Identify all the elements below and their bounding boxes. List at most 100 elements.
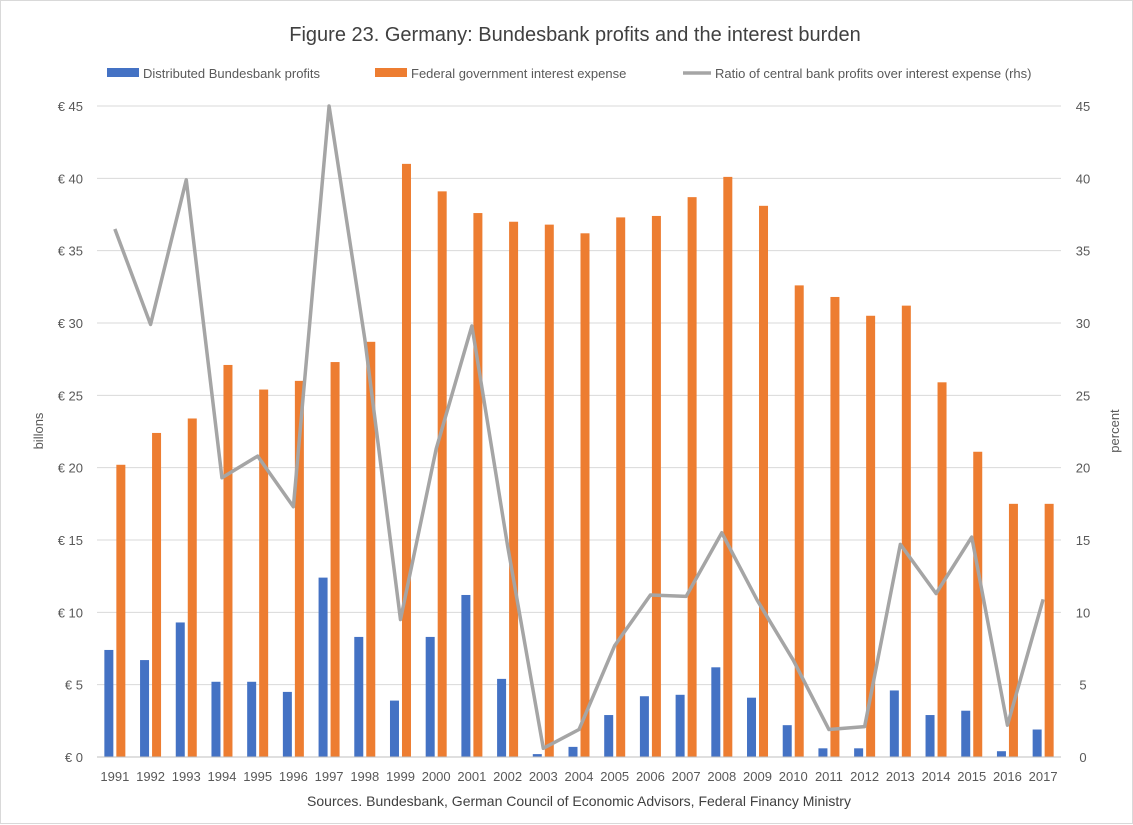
bar-interest-expense	[473, 213, 483, 757]
y-tick-left: € 20	[58, 461, 83, 476]
bar-interest-expense	[651, 215, 661, 758]
bar-interest-expense	[259, 389, 269, 757]
y-tick-right: 35	[1076, 244, 1090, 259]
y-tick-left: € 40	[58, 171, 83, 186]
x-tick-label: 1999	[386, 769, 415, 784]
x-tick-label: 1998	[350, 769, 379, 784]
x-tick-label: 1994	[208, 769, 237, 784]
bar-interest-expense	[866, 315, 876, 757]
x-tick-label: 1997	[315, 769, 344, 784]
x-tick-label: 2008	[707, 769, 736, 784]
bar-bundesbank-profits	[282, 691, 292, 757]
bar-interest-expense	[187, 418, 197, 757]
y-tick-right: 25	[1076, 388, 1090, 403]
bar-bundesbank-profits	[996, 751, 1006, 757]
y-tick-left: € 0	[65, 750, 83, 765]
bar-bundesbank-profits	[497, 678, 507, 757]
x-tick-label: 2017	[1029, 769, 1058, 784]
y-tick-left: € 5	[65, 678, 83, 693]
bar-bundesbank-profits	[104, 649, 114, 757]
bar-bundesbank-profits	[318, 577, 328, 757]
x-tick-label: 2004	[565, 769, 594, 784]
x-tick-label: 2001	[457, 769, 486, 784]
bar-bundesbank-profits	[711, 667, 721, 757]
bar-interest-expense	[294, 380, 304, 757]
bar-interest-expense	[723, 176, 733, 758]
x-tick-label: 2014	[922, 769, 951, 784]
legend-label: Federal government interest expense	[411, 66, 626, 81]
y-tick-left: € 35	[58, 244, 83, 259]
gridlines	[97, 105, 1061, 758]
bar-bundesbank-profits	[675, 694, 685, 757]
ratio-line	[113, 104, 1045, 751]
y-tick-right: 10	[1076, 605, 1090, 620]
y-tick-left: € 30	[58, 316, 83, 331]
bar-interest-expense	[437, 191, 447, 757]
legend-swatch	[375, 68, 407, 77]
x-tick-label: 2003	[529, 769, 558, 784]
x-tick-label: 1993	[172, 769, 201, 784]
bar-bundesbank-profits	[389, 700, 399, 757]
bar-bundesbank-profits	[925, 715, 935, 757]
legend-label: Distributed Bundesbank profits	[143, 66, 321, 81]
y-tick-left: € 10	[58, 605, 83, 620]
bar-interest-expense	[544, 224, 554, 758]
bar-bundesbank-profits	[247, 681, 257, 757]
bar-interest-expense	[1008, 503, 1018, 757]
legend-label: Ratio of central bank profits over inter…	[715, 66, 1031, 81]
x-tick-label: 2000	[422, 769, 451, 784]
bar-bundesbank-profits	[889, 690, 899, 757]
bar-interest-expense	[366, 341, 376, 757]
x-tick-label: 2002	[493, 769, 522, 784]
bar-bundesbank-profits	[961, 710, 971, 757]
bar-interest-expense	[937, 382, 947, 757]
y-axis-right-title: percent	[1107, 409, 1122, 453]
bar-interest-expense	[830, 296, 840, 757]
bar-bundesbank-profits	[211, 681, 221, 757]
chart-title: Figure 23. Germany: Bundesbank profits a…	[289, 24, 860, 46]
y-axis-left: € 0 € 5 € 10 € 15 € 20 € 25 € 30 € 35 € 40 € 45	[58, 99, 83, 765]
bar-bundesbank-profits	[639, 696, 649, 757]
bar-bundesbank-profits	[854, 748, 864, 757]
source-note: Sources. Bundesbank, German Council of E…	[307, 793, 851, 809]
x-tick-label: 2006	[636, 769, 665, 784]
x-tick-label: 1992	[136, 769, 165, 784]
legend: Distributed Bundesbank profits Federal go…	[107, 66, 1031, 81]
bar-interest-expense	[509, 221, 519, 757]
x-tick-label: 2015	[957, 769, 986, 784]
y-tick-left: € 15	[58, 533, 83, 548]
x-tick-label: 2012	[850, 769, 879, 784]
y-tick-right: 45	[1076, 99, 1090, 114]
bar-bundesbank-profits	[425, 636, 435, 757]
y-tick-right: 30	[1076, 316, 1090, 331]
x-tick-label: 2016	[993, 769, 1022, 784]
bars	[104, 163, 1054, 758]
x-axis: 1991 1992 1993 1994 1995 1996 1997 1998 1999 2000…	[97, 756, 1061, 784]
y-tick-right: 5	[1079, 678, 1086, 693]
bar-interest-expense	[152, 432, 162, 757]
y-tick-left: € 45	[58, 99, 83, 114]
bar-interest-expense	[759, 205, 769, 757]
x-tick-label: 2011	[815, 769, 843, 784]
y-tick-right: 20	[1076, 461, 1090, 476]
bar-interest-expense	[223, 364, 233, 757]
ratio-line-path	[113, 104, 1045, 751]
x-tick-label: 2005	[600, 769, 629, 784]
bar-interest-expense	[1044, 503, 1054, 757]
bar-interest-expense	[330, 362, 340, 757]
y-tick-left: € 25	[58, 388, 83, 403]
bar-interest-expense	[580, 233, 590, 758]
y-axis-left-title: billons	[31, 412, 46, 449]
x-tick-label: 2010	[779, 769, 808, 784]
y-tick-right: 40	[1076, 171, 1090, 186]
y-tick-right: 0	[1079, 750, 1086, 765]
y-axis-right: 0 5 10 15 20 25 30 35 40 45	[1076, 99, 1090, 765]
x-tick-label: 2013	[886, 769, 915, 784]
bar-bundesbank-profits	[354, 636, 364, 757]
bar-interest-expense	[401, 163, 411, 757]
bar-interest-expense	[116, 464, 126, 757]
x-tick-label: 1996	[279, 769, 308, 784]
bar-bundesbank-profits	[532, 754, 542, 757]
